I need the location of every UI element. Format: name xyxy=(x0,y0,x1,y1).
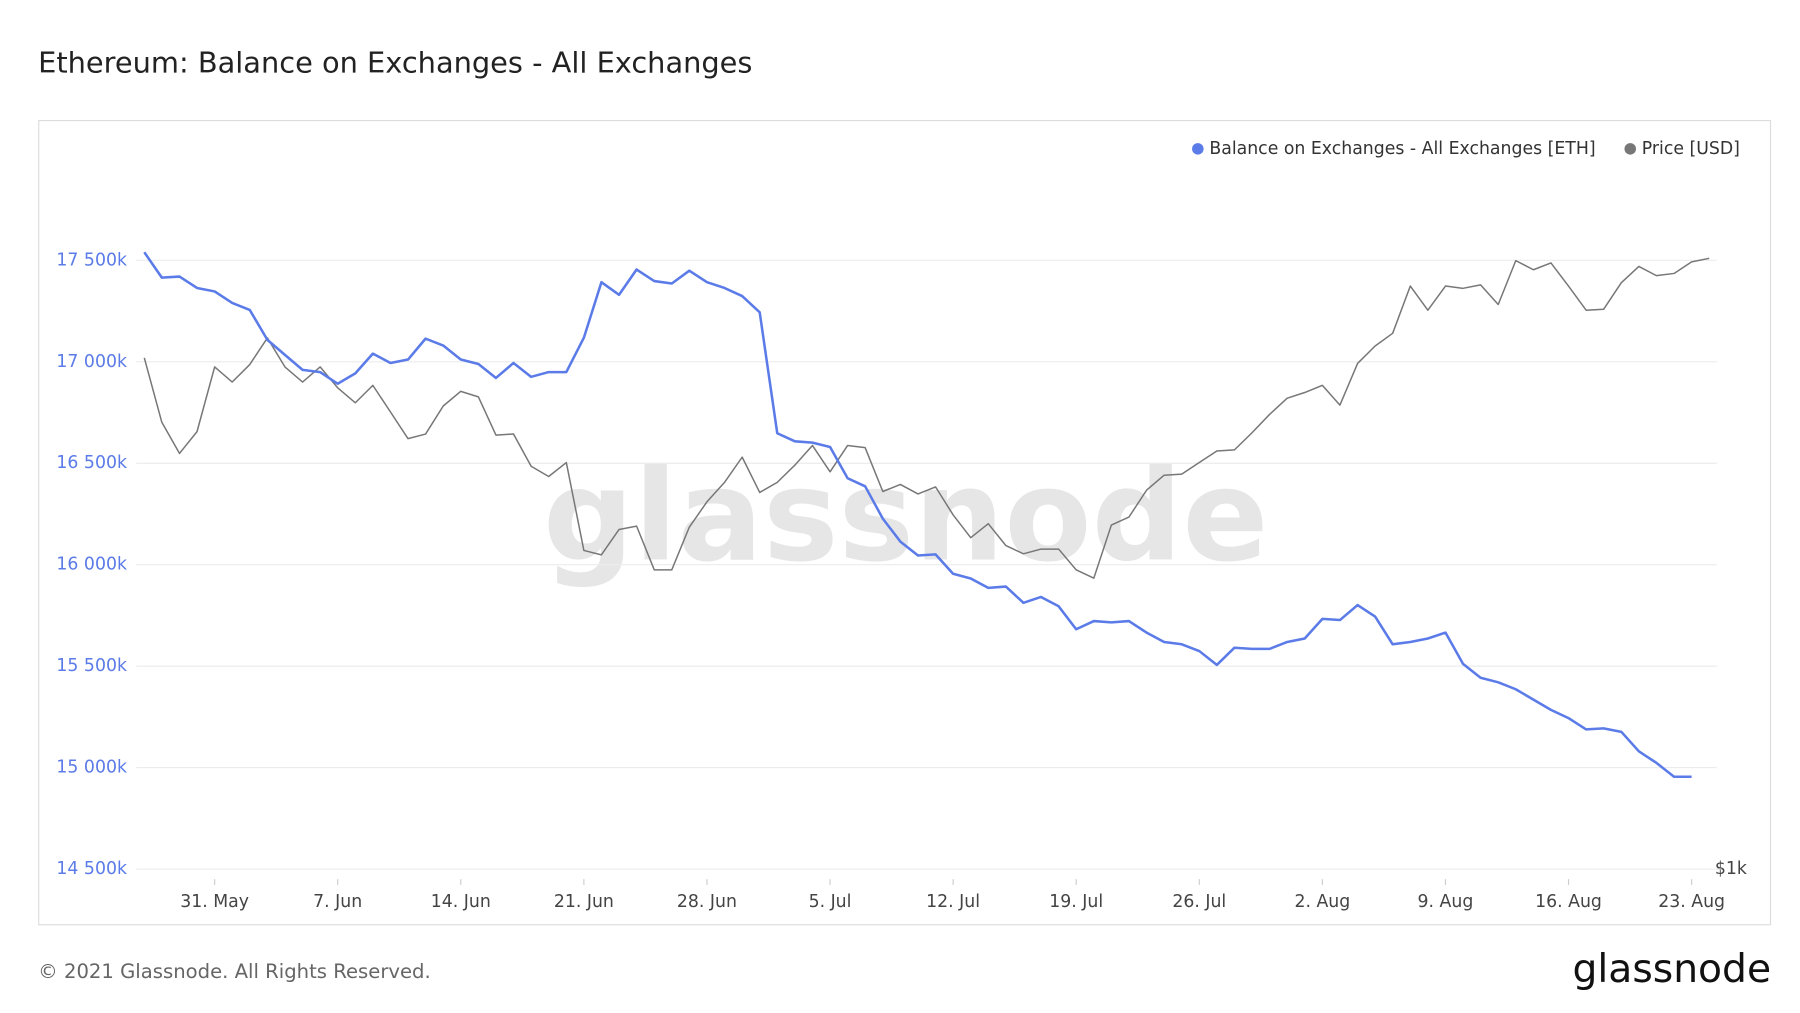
x-tick-label: 12. Jul xyxy=(926,892,980,912)
legend-marker xyxy=(1192,143,1204,155)
chart-frame xyxy=(38,119,1772,926)
legend-marker xyxy=(1624,143,1637,155)
series-line xyxy=(143,257,1710,579)
y-tick-label: 15 000k xyxy=(56,758,127,778)
x-tick-label: 28. Jun xyxy=(677,892,737,912)
legend-label: Balance on Exchanges - All Exchanges [ET… xyxy=(1209,139,1595,159)
x-tick-label: 5. Jul xyxy=(809,892,852,912)
legend-label: Price [USD] xyxy=(1642,139,1740,159)
footer: © 2021 Glassnode. All Rights Reserved. xyxy=(38,960,431,983)
y-tick-label: 14 500k xyxy=(56,859,127,879)
x-tick-label: 2. Aug xyxy=(1294,892,1350,912)
x-tick-label: 14. Jun xyxy=(431,892,491,912)
x-tick-label: 7. Jun xyxy=(313,892,362,912)
watermark: glassnode xyxy=(543,442,1269,590)
x-tick-label: 23. Aug xyxy=(1658,892,1725,912)
logo: glassnode xyxy=(1573,947,1772,992)
y-tick-label: 17 500k xyxy=(56,250,127,270)
y2-tick-label: $1k xyxy=(1715,859,1747,879)
series-line xyxy=(143,251,1692,778)
x-tick-label: 21. Jun xyxy=(554,892,614,912)
y-tick-label: 16 000k xyxy=(56,555,127,575)
x-tick-label: 19. Jul xyxy=(1049,892,1103,912)
x-tick-label: 16. Aug xyxy=(1535,892,1602,912)
x-tick-label: 31. May xyxy=(180,892,249,912)
y-tick-label: 15 500k xyxy=(56,656,127,676)
y-tick-label: 17 000k xyxy=(56,352,127,372)
x-tick-label: 26. Jul xyxy=(1172,892,1226,912)
chart-title: Ethereum: Balance on Exchanges - All Exc… xyxy=(38,46,752,80)
x-tick-label: 9. Aug xyxy=(1418,892,1474,912)
y-tick-label: 16 500k xyxy=(56,453,127,473)
